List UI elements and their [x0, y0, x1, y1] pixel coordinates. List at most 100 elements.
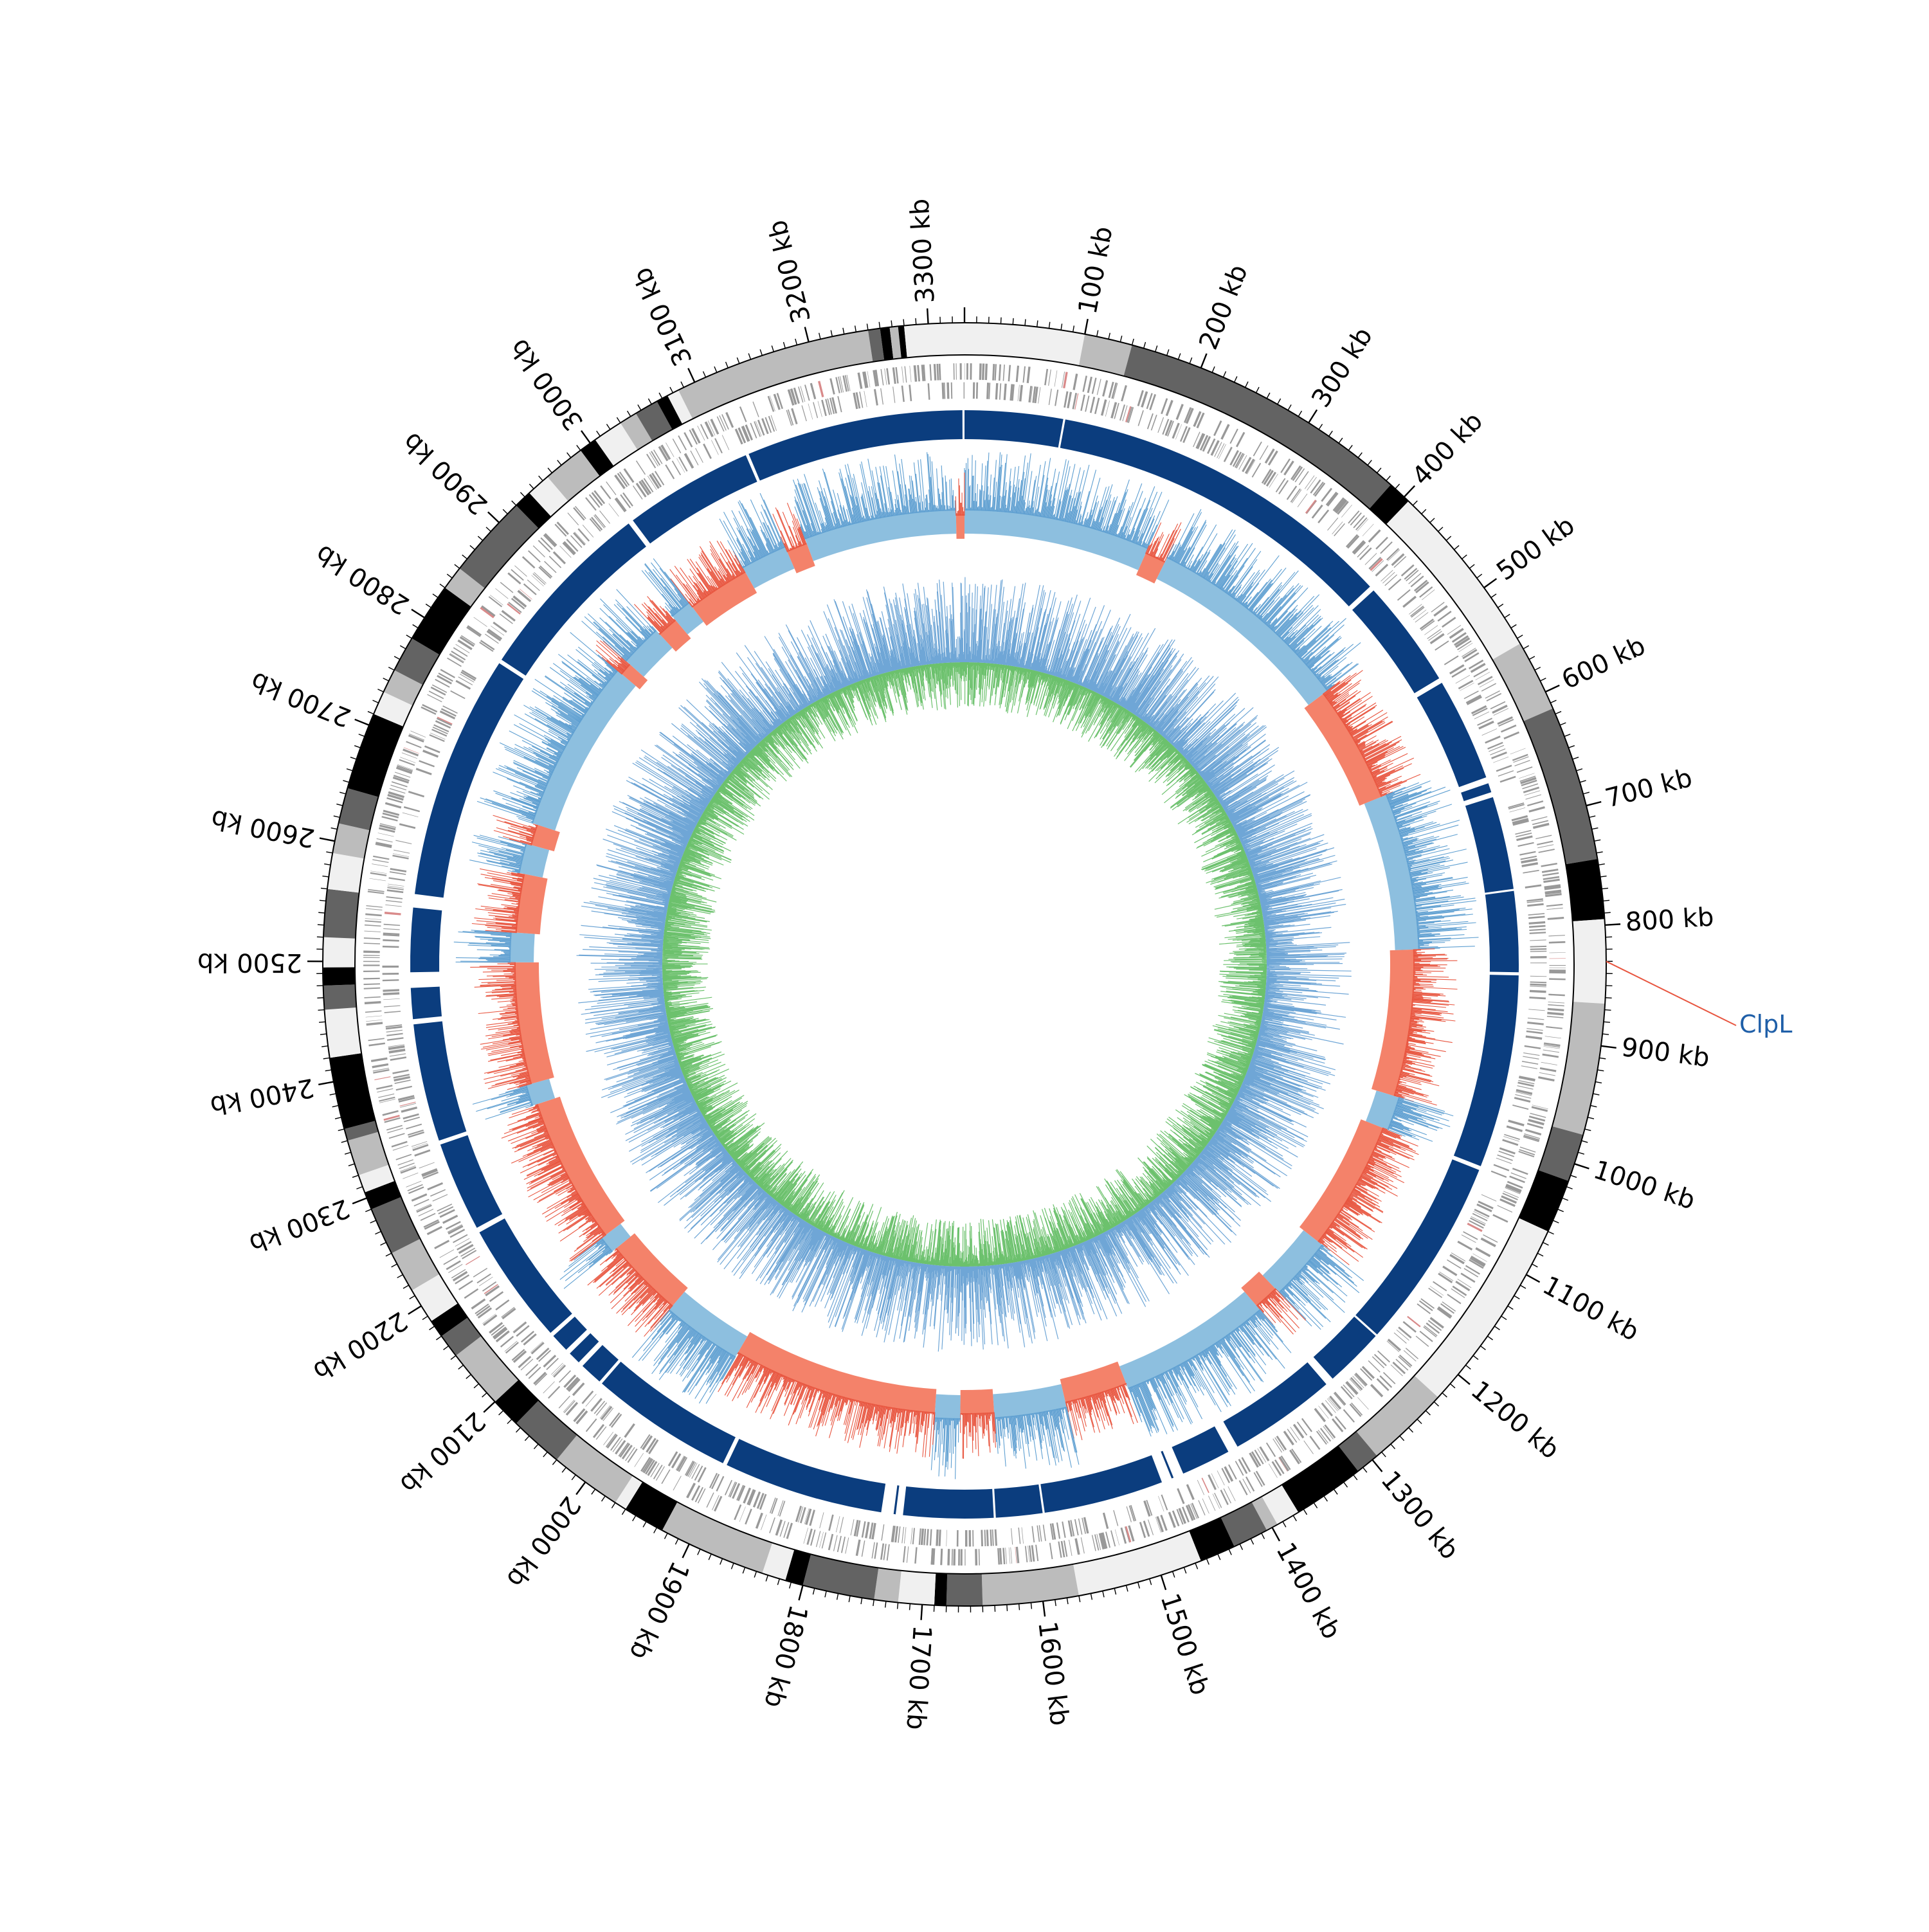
minor-tick	[1573, 757, 1579, 759]
ideogram-band	[324, 1007, 361, 1058]
gene-mark	[956, 363, 957, 380]
gene-mark	[1018, 384, 1020, 401]
gene-mark	[914, 365, 918, 382]
minor-tick	[334, 816, 340, 817]
minor-tick	[394, 656, 400, 660]
major-tick	[1085, 319, 1088, 334]
gene-mark	[1442, 1266, 1457, 1276]
minor-tick	[602, 1496, 606, 1501]
minor-tick	[447, 574, 452, 578]
gene-mark	[364, 943, 381, 944]
gene-mark	[1541, 1062, 1557, 1065]
gene-mark	[567, 512, 579, 525]
gene-mark	[366, 908, 382, 910]
gene-mark	[634, 1453, 644, 1467]
minor-tick	[359, 734, 365, 737]
major-tick	[799, 1585, 802, 1600]
major-tick	[1575, 1164, 1589, 1168]
minor-tick	[592, 1489, 595, 1494]
gene-mark	[417, 1205, 432, 1213]
gene-mark	[881, 1524, 884, 1540]
gene-mark	[840, 1517, 844, 1533]
gene-mark	[453, 647, 468, 657]
gene-mark	[862, 1521, 866, 1538]
gene-mark	[1523, 1052, 1539, 1056]
clpl-label[interactable]: ClpL	[1739, 1010, 1792, 1038]
gene-mark	[1530, 951, 1547, 952]
gene-mark	[467, 625, 482, 636]
minor-tick	[1603, 900, 1609, 901]
tick-label: 1300 kb	[1375, 1465, 1464, 1565]
gene-mark	[1500, 776, 1516, 783]
minor-tick	[903, 319, 904, 325]
gene-mark	[818, 401, 822, 417]
gene-mark	[1213, 420, 1222, 436]
gene-mark	[1318, 1405, 1328, 1418]
minor-tick	[1178, 354, 1180, 359]
gc-content-inner	[662, 662, 1267, 1267]
minor-tick	[451, 1355, 456, 1359]
minor-tick	[628, 411, 631, 417]
gene-mark	[1016, 366, 1019, 383]
minor-tick	[1446, 536, 1451, 541]
minor-tick	[1329, 431, 1333, 436]
gene-mark	[1208, 1495, 1215, 1511]
minor-tick	[777, 1579, 779, 1585]
minor-tick	[1537, 1253, 1543, 1256]
gene-mark	[1421, 620, 1435, 631]
gene-mark	[385, 905, 401, 907]
minor-tick	[714, 366, 717, 372]
gene-mark	[525, 1364, 538, 1376]
gene-mark	[1276, 1436, 1287, 1450]
minor-tick	[737, 357, 739, 363]
gene-mark	[706, 1492, 714, 1508]
minor-tick	[597, 431, 601, 436]
gene-mark	[695, 448, 703, 463]
gene-mark	[1092, 377, 1097, 393]
gene-mark	[1011, 1528, 1013, 1544]
gene-mark	[836, 1516, 840, 1532]
gene-mark	[378, 833, 394, 836]
ideogram-band	[323, 889, 359, 939]
gene-mark	[1435, 640, 1449, 651]
ideogram-band	[898, 1571, 936, 1605]
gene-mark	[966, 363, 968, 380]
gene-mark	[364, 937, 381, 939]
minor-tick	[1591, 1105, 1597, 1106]
gene-mark	[1357, 1397, 1369, 1409]
gene-mark	[953, 1549, 955, 1566]
gene-mark	[1082, 375, 1087, 392]
gene-mark	[1401, 564, 1415, 577]
minor-tick	[350, 757, 356, 759]
minor-tick	[354, 746, 360, 748]
ideogram-band	[678, 330, 873, 419]
major-tick	[1161, 1575, 1166, 1590]
minor-tick	[1450, 1384, 1455, 1388]
gene-mark	[734, 1504, 741, 1521]
gene-mark	[1525, 795, 1541, 800]
gene-mark	[1368, 529, 1381, 543]
gene-mark	[1510, 748, 1526, 755]
synteny-block	[894, 1485, 900, 1514]
minor-tick	[1535, 667, 1541, 671]
gene-mark	[1547, 1012, 1564, 1016]
gene-mark	[1525, 884, 1542, 888]
minor-tick	[1363, 1467, 1367, 1472]
gene-mark	[466, 1256, 480, 1265]
minor-tick	[1582, 1141, 1588, 1142]
gene-mark	[1527, 1022, 1544, 1025]
minor-tick	[365, 1209, 371, 1212]
minor-tick	[891, 320, 892, 327]
gene-mark	[1397, 589, 1411, 600]
gene-mark	[1509, 1175, 1525, 1183]
gene-mark	[856, 1539, 861, 1556]
minor-tick	[665, 1533, 668, 1539]
gene-mark	[684, 453, 693, 469]
minor-tick	[466, 1375, 471, 1378]
gene-mark	[366, 1020, 382, 1022]
gene-mark	[694, 1465, 703, 1481]
gene-mark	[1351, 1403, 1363, 1416]
gene-mark	[528, 550, 541, 563]
gene-mark	[430, 1189, 446, 1197]
gene-mark	[1214, 1493, 1222, 1508]
